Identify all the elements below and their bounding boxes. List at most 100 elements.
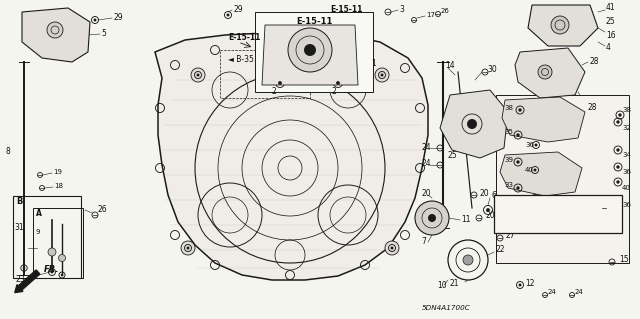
- Text: 36: 36: [622, 169, 631, 175]
- Circle shape: [191, 68, 205, 82]
- Circle shape: [518, 108, 522, 112]
- Text: 21: 21: [449, 278, 458, 287]
- Text: 38: 38: [504, 105, 513, 111]
- Text: 35: 35: [504, 129, 513, 135]
- Text: 28: 28: [587, 102, 596, 112]
- Circle shape: [381, 74, 383, 77]
- Text: 39: 39: [504, 157, 513, 163]
- Circle shape: [463, 255, 473, 265]
- Polygon shape: [515, 48, 585, 98]
- Circle shape: [375, 68, 389, 82]
- Text: 24: 24: [575, 289, 584, 295]
- Circle shape: [58, 255, 65, 262]
- Text: 26: 26: [97, 205, 107, 214]
- Circle shape: [428, 214, 436, 222]
- Text: 20: 20: [421, 189, 431, 198]
- Text: 28: 28: [589, 57, 598, 66]
- Polygon shape: [440, 90, 508, 158]
- Text: 29: 29: [113, 13, 123, 23]
- Text: 30: 30: [487, 65, 497, 75]
- Text: 23: 23: [15, 276, 24, 285]
- Circle shape: [51, 271, 54, 273]
- Text: 8: 8: [6, 147, 11, 157]
- Text: 40: 40: [622, 185, 631, 191]
- Text: E-15-11: E-15-11: [296, 18, 332, 26]
- Text: 36: 36: [622, 202, 631, 208]
- Text: 33: 33: [504, 182, 513, 188]
- Circle shape: [616, 165, 620, 169]
- Text: 16: 16: [606, 31, 616, 40]
- Text: 4: 4: [606, 43, 611, 53]
- Text: 24: 24: [421, 143, 431, 152]
- Text: 18: 18: [54, 183, 63, 189]
- Text: 13: 13: [516, 113, 525, 122]
- Circle shape: [516, 186, 520, 190]
- Text: 25: 25: [447, 151, 456, 160]
- Polygon shape: [502, 97, 585, 142]
- Circle shape: [616, 148, 620, 152]
- Circle shape: [93, 19, 97, 21]
- Bar: [220, 50, 310, 98]
- Text: 6: 6: [491, 191, 496, 201]
- Text: B: B: [16, 197, 22, 206]
- Circle shape: [47, 22, 63, 38]
- Circle shape: [516, 133, 520, 137]
- Circle shape: [616, 198, 620, 202]
- Text: 32: 32: [622, 125, 631, 131]
- Circle shape: [61, 274, 63, 276]
- Bar: [496, 95, 629, 263]
- Bar: [255, 12, 373, 92]
- Text: 2: 2: [332, 86, 337, 95]
- Polygon shape: [528, 5, 598, 46]
- Circle shape: [390, 247, 394, 249]
- Text: 26: 26: [441, 8, 450, 14]
- Bar: [33, 208, 83, 278]
- Circle shape: [616, 180, 620, 184]
- Circle shape: [181, 241, 195, 255]
- Circle shape: [186, 247, 189, 249]
- Text: 1: 1: [371, 60, 376, 69]
- Text: 10: 10: [437, 281, 447, 291]
- Text: 15: 15: [619, 256, 628, 264]
- Circle shape: [467, 119, 477, 129]
- Circle shape: [516, 160, 520, 164]
- Circle shape: [534, 197, 536, 199]
- Text: 29: 29: [233, 4, 243, 13]
- Circle shape: [48, 248, 56, 256]
- Circle shape: [618, 113, 621, 117]
- Text: 5DN4A1700C: 5DN4A1700C: [422, 305, 470, 311]
- Text: 14: 14: [445, 61, 454, 70]
- Text: 20: 20: [480, 189, 490, 197]
- Text: 7: 7: [421, 238, 426, 247]
- Text: 26: 26: [608, 202, 618, 211]
- Text: 22: 22: [495, 246, 504, 255]
- Text: E-15-11: E-15-11: [330, 4, 362, 13]
- Text: 31: 31: [14, 224, 24, 233]
- Circle shape: [486, 208, 490, 212]
- Text: 25: 25: [606, 18, 616, 26]
- Text: 34: 34: [622, 152, 631, 158]
- Text: 11: 11: [461, 214, 470, 224]
- Text: 36: 36: [525, 142, 534, 148]
- Text: 41: 41: [606, 4, 616, 12]
- Text: 12: 12: [525, 278, 534, 287]
- Text: 3: 3: [399, 4, 404, 13]
- Bar: [494, 195, 622, 233]
- Text: 9: 9: [36, 229, 40, 235]
- Polygon shape: [22, 8, 90, 62]
- Text: 40: 40: [525, 167, 534, 173]
- Circle shape: [304, 44, 316, 56]
- Text: 24: 24: [548, 289, 557, 295]
- Circle shape: [518, 284, 522, 286]
- Text: 37: 37: [522, 195, 531, 201]
- Circle shape: [227, 13, 230, 17]
- Circle shape: [278, 81, 282, 85]
- Text: 38: 38: [622, 107, 631, 113]
- Circle shape: [415, 201, 449, 235]
- Text: 5: 5: [101, 29, 106, 39]
- Text: 20: 20: [486, 211, 495, 220]
- Text: 19: 19: [53, 169, 62, 175]
- Text: ◄ B-35: ◄ B-35: [228, 56, 254, 64]
- Text: FR.: FR.: [44, 265, 60, 275]
- Bar: [13, 196, 81, 278]
